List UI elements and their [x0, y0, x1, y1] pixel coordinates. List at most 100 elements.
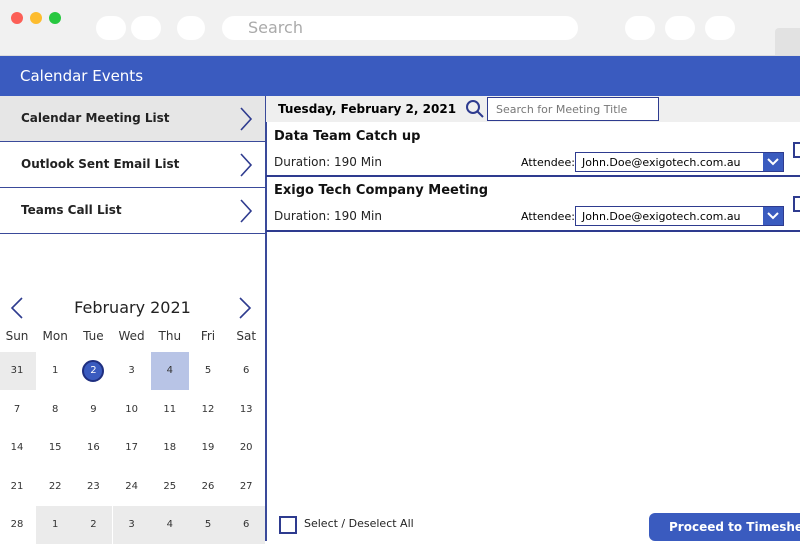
- back-button[interactable]: [96, 16, 126, 40]
- day-number: 28: [10, 519, 24, 530]
- day-cell[interactable]: 7: [0, 390, 36, 429]
- weekday-label: Mon: [42, 329, 68, 343]
- download-button[interactable]: [625, 16, 655, 40]
- day-number: 12: [201, 403, 215, 415]
- day-cell[interactable]: 26: [189, 467, 227, 506]
- day-cell[interactable]: 2: [74, 352, 113, 390]
- day-cell[interactable]: 3: [112, 352, 151, 390]
- day-cell[interactable]: 16: [74, 429, 113, 467]
- day-cell[interactable]: 27: [227, 467, 266, 506]
- minimize-button[interactable]: [30, 12, 42, 24]
- meeting-card: Exigo Tech Company Meeting Duration: 190 …: [266, 177, 800, 232]
- proceed-button[interactable]: Proceed to Timesheet: [649, 513, 800, 541]
- day-cell[interactable]: 14: [0, 429, 36, 467]
- nav-item[interactable]: Outlook Sent Email List: [0, 142, 265, 188]
- day-cell[interactable]: 5: [189, 506, 227, 544]
- day-number: 24: [125, 480, 138, 492]
- proceed-clip: Proceed to Timesheet: [649, 513, 800, 541]
- day-number: 3: [128, 365, 135, 376]
- day-cell[interactable]: 8: [36, 390, 75, 429]
- zoom-button[interactable]: [49, 12, 61, 24]
- day-number: 19: [201, 442, 215, 453]
- day-cell[interactable]: 10: [112, 390, 151, 429]
- forward-button[interactable]: [131, 16, 161, 40]
- day-cell[interactable]: 24: [112, 467, 151, 506]
- meeting-search[interactable]: Search for Meeting Title: [487, 97, 659, 121]
- day-cell[interactable]: 6: [227, 506, 266, 544]
- app-header: Calendar Events: [0, 56, 800, 96]
- attendee-value: John.Doe@exigotech.com.au: [582, 156, 741, 169]
- day-cell[interactable]: 31: [0, 352, 36, 390]
- prev-month[interactable]: [10, 296, 24, 320]
- nav-item[interactable]: Calendar Meeting List: [0, 96, 265, 142]
- day-cell[interactable]: 9: [74, 390, 113, 429]
- dropdown-arrow: [767, 158, 779, 166]
- day-number: 27: [239, 480, 253, 492]
- attendee-dropdown[interactable]: John.Doe@exigotech.com.au: [575, 206, 784, 226]
- day-cell[interactable]: 2: [74, 506, 113, 544]
- meeting-checkbox[interactable]: [793, 142, 800, 158]
- selected-day-marker: [82, 360, 105, 382]
- day-cell[interactable]: 6: [227, 352, 266, 390]
- day-number: 5: [204, 519, 212, 530]
- day-cell[interactable]: 25: [150, 467, 189, 506]
- day-number: 1: [52, 519, 59, 530]
- dropdown-arrow: [767, 212, 779, 220]
- day-cell[interactable]: 5: [189, 352, 227, 390]
- day-cell[interactable]: 28: [0, 506, 36, 544]
- attendee-dropdown[interactable]: John.Doe@exigotech.com.au: [575, 152, 784, 172]
- day-cell[interactable]: 12: [189, 390, 227, 429]
- meeting-title: Exigo Tech Company Meeting: [274, 183, 489, 198]
- address-bar[interactable]: Search: [222, 16, 578, 40]
- day-number: 2: [90, 365, 97, 376]
- day-number: 18: [163, 442, 177, 453]
- day-cell[interactable]: 17: [112, 429, 151, 467]
- weekday-label: Tue: [83, 329, 104, 343]
- day-cell[interactable]: 3: [112, 506, 151, 544]
- dropdown-button[interactable]: [763, 207, 783, 225]
- day-cell[interactable]: 21: [0, 467, 36, 506]
- day-number: 22: [48, 480, 62, 492]
- chevron: [240, 107, 253, 131]
- sidebar-button[interactable]: [177, 16, 205, 40]
- selected-date: Tuesday, February 2, 2021: [278, 102, 457, 116]
- day-cell[interactable]: 1: [36, 352, 75, 390]
- search-icon: [466, 100, 484, 118]
- nav-item[interactable]: Teams Call List: [0, 188, 265, 234]
- day-number: 15: [48, 442, 62, 453]
- day-number: 13: [239, 403, 253, 415]
- day-cell[interactable]: 20: [227, 429, 266, 467]
- next-month[interactable]: [238, 296, 252, 320]
- day-number: 16: [87, 442, 100, 453]
- meeting-duration: Duration: 190 Min: [274, 155, 382, 169]
- day-number: 1: [52, 365, 59, 376]
- attendee-value: John.Doe@exigotech.com.au: [582, 210, 741, 223]
- close-button[interactable]: [11, 12, 23, 24]
- meeting-checkbox[interactable]: [793, 196, 800, 212]
- day-number: 5: [204, 365, 212, 376]
- day-cell[interactable]: 11: [150, 390, 189, 429]
- day-number: 6: [243, 365, 250, 376]
- dropdown-button[interactable]: [763, 153, 783, 171]
- day-cell[interactable]: 15: [36, 429, 75, 467]
- new-tab-button[interactable]: [775, 28, 800, 55]
- share-button[interactable]: [665, 16, 695, 40]
- day-cell[interactable]: 22: [36, 467, 75, 506]
- day-cell[interactable]: 4: [150, 506, 189, 544]
- day-number: 8: [52, 403, 59, 415]
- meeting-title: Data Team Catch up: [274, 129, 421, 144]
- day-cell[interactable]: 23: [74, 467, 113, 506]
- day-cell[interactable]: 19: [189, 429, 227, 467]
- weekday-label: Sat: [236, 329, 257, 343]
- day-cell[interactable]: 4: [150, 352, 189, 390]
- day-cell[interactable]: 18: [150, 429, 189, 467]
- tabs-button[interactable]: [705, 16, 735, 40]
- day-cell[interactable]: 1: [36, 506, 75, 544]
- day-number: 9: [90, 403, 97, 415]
- day-cell[interactable]: 13: [227, 390, 266, 429]
- select-all-checkbox[interactable]: [279, 516, 297, 534]
- weekday-label: Sun: [5, 329, 29, 343]
- day-number: 26: [201, 480, 215, 492]
- day-number: 2: [90, 519, 97, 530]
